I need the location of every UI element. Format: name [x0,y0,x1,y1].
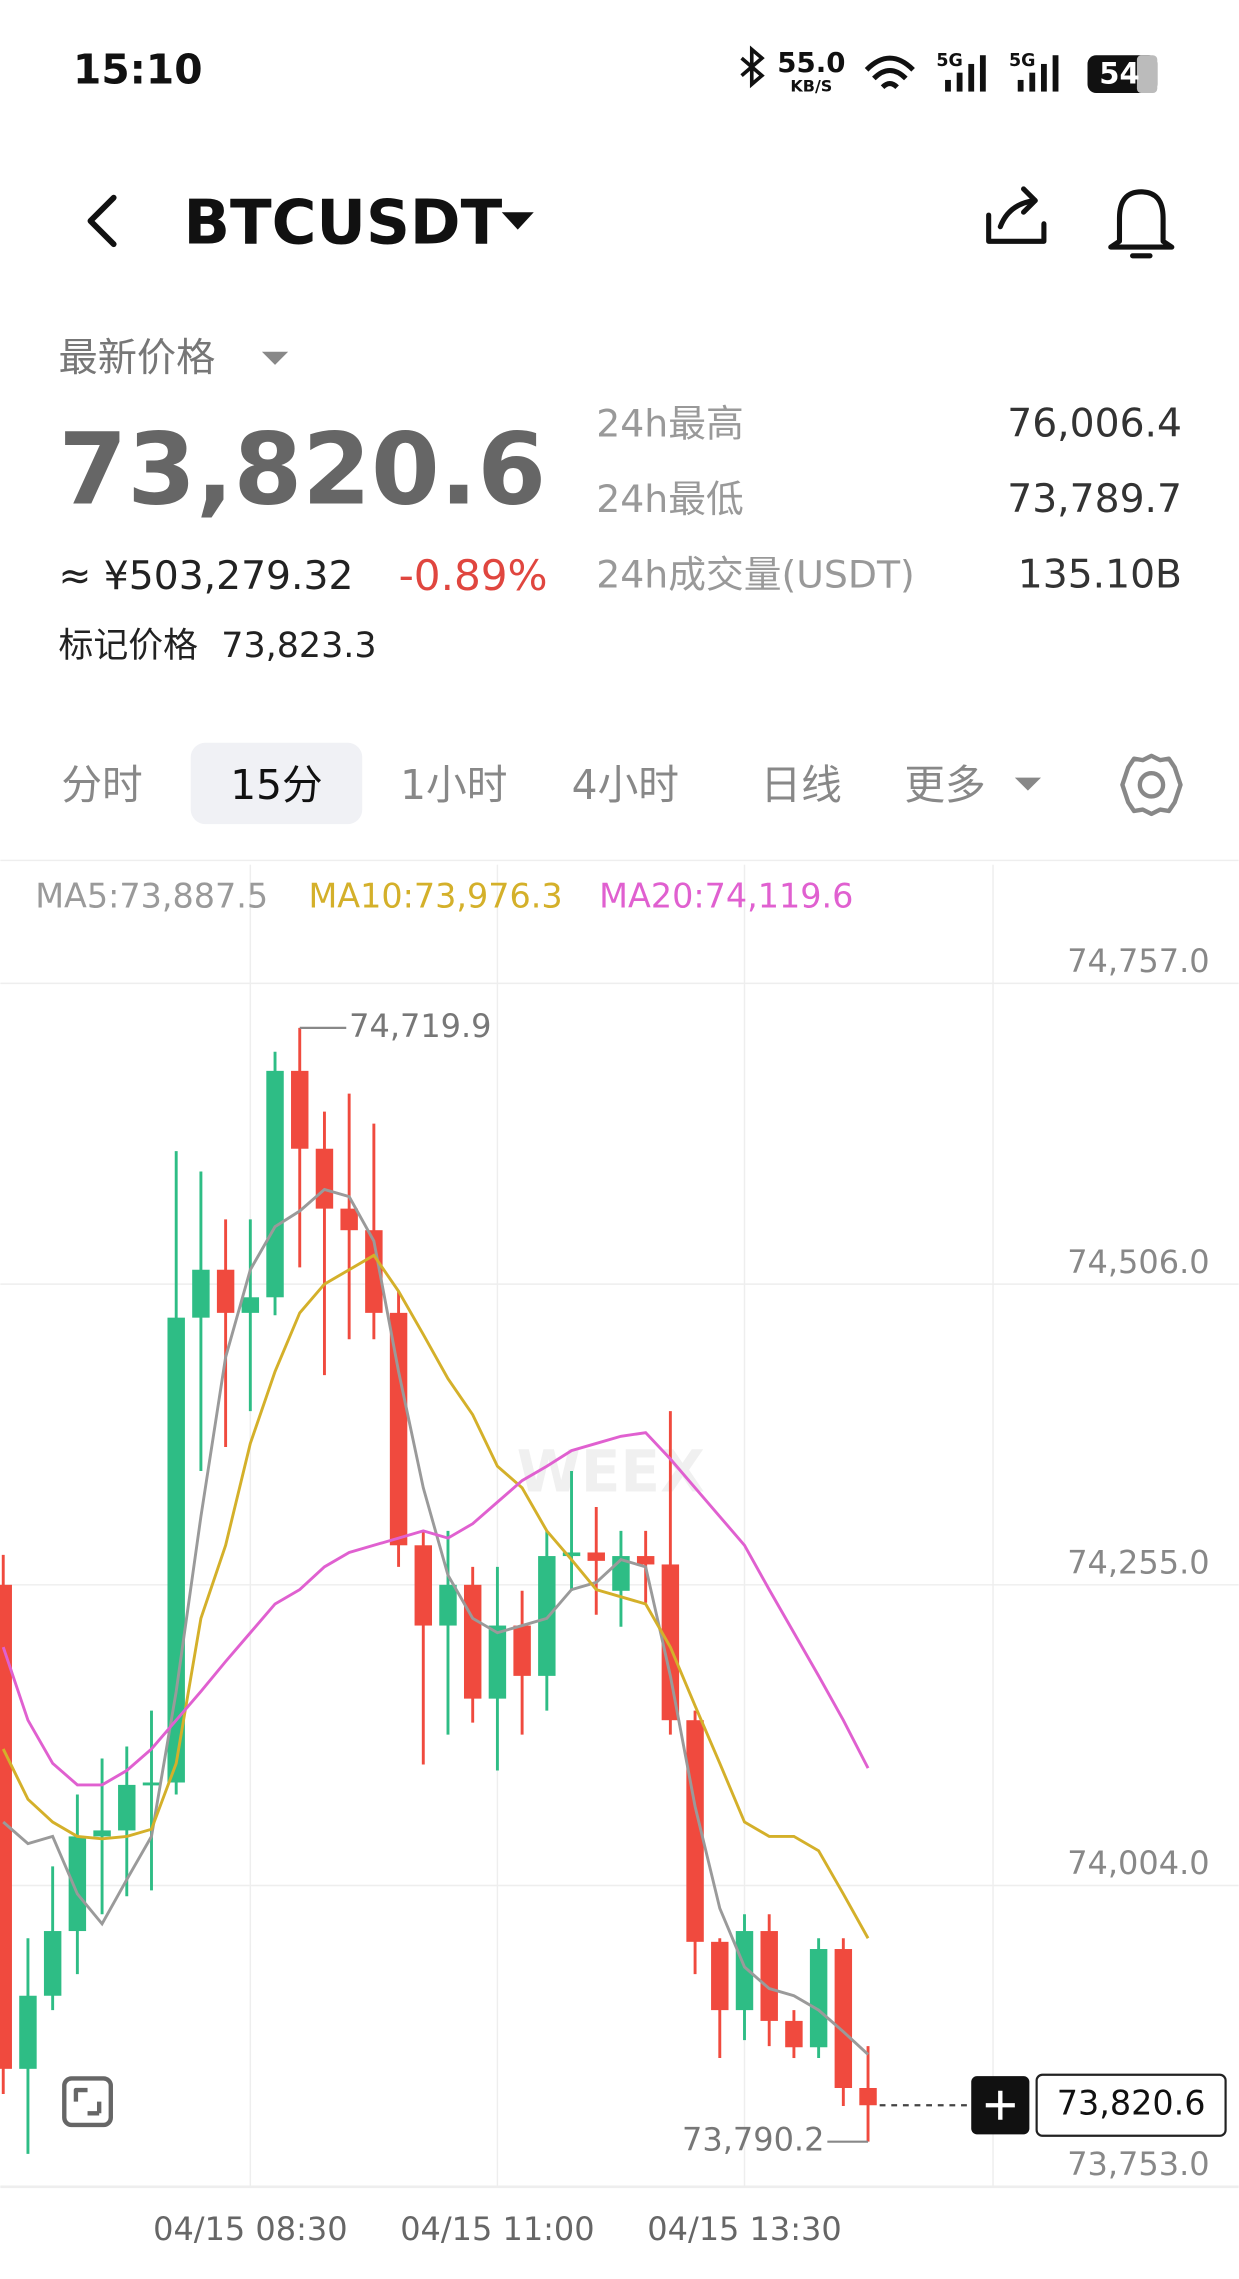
stat-value: 73,789.7 [1007,477,1182,522]
y-tick-label: 74,004.0 [1067,1844,1209,1882]
battery-empty [1136,55,1158,94]
candle-body [859,2087,877,2106]
symbol-title[interactable]: BTCUSDT [183,187,502,258]
interval-tab[interactable]: 分时 [61,761,142,809]
candle-body [365,1230,383,1313]
candle-body [68,1836,87,1932]
candle-body [488,1625,507,1699]
candle-body [760,1931,778,2021]
stat-label: 24h最低 [596,477,744,521]
net-unit: KB/S [790,77,832,96]
signal-icon [1017,55,1059,92]
last-price: 73,820.6 [58,413,546,528]
battery-level: 54 [1099,57,1139,91]
candle-body [340,1208,358,1231]
candle-body [538,1556,556,1676]
fullscreen-button[interactable] [62,2076,113,2128]
cny-price: ≈ ¥503,279.32 [58,554,353,599]
signal-icon [945,55,986,92]
candle-body [389,1312,408,1546]
add-order-icon[interactable] [985,2090,1015,2120]
candle-body [216,1269,235,1313]
candle-body [291,1070,309,1149]
more-dropdown[interactable] [1014,777,1041,791]
y-tick-label: 74,255.0 [1067,1543,1209,1581]
candle-body [439,1584,457,1626]
watermark: WEEX [517,1437,705,1505]
last-price-tag: 73,820.6 [1057,2084,1206,2123]
y-tick-label: 74,506.0 [1067,1243,1209,1281]
last-price-box [1035,2073,1227,2137]
price-dropdown[interactable] [261,351,289,365]
share-button[interactable] [986,186,1047,244]
ma-line [1,1431,870,1787]
candle-body [834,1949,853,2088]
legend-entry: MA10:73,976.3 [308,877,562,916]
high-label: 74,719.9 [349,1007,491,1045]
candle-body [414,1545,433,1626]
stat-label: 24h成交量(USDT) [596,553,915,597]
price-change: -0.89% [399,551,548,600]
stat-label: 24h最高 [596,401,744,445]
back-button[interactable] [87,194,117,248]
candle-body [513,1625,531,1676]
net-speed: 55.0 [777,46,845,79]
wifi-icon [864,55,915,90]
legend-entry: MA5:73,887.5 [35,877,268,916]
candle-body [315,1148,334,1209]
x-tick-label: 04/15 13:30 [647,2210,841,2248]
interval-tab[interactable]: 15分 [230,761,322,809]
tab-highlight [190,742,363,825]
ma-line [1,1253,870,1939]
candle-body [562,1552,581,1557]
alert-button[interactable] [1108,189,1175,259]
stat-value: 135.10B [1018,553,1182,598]
ma-line [2,1187,870,2056]
candle-body [711,1941,729,2011]
candle-body [266,1070,284,1298]
candle-body [809,1949,828,2048]
mark-price: 73,823.3 [221,626,376,666]
bluetooth-icon [740,45,765,89]
interval-tab[interactable]: 日线 [760,761,841,809]
candle-body [785,2020,803,2048]
price-label[interactable]: 最新价格 [58,336,215,381]
candle-body [636,1556,655,1565]
candle-body [463,1584,482,1699]
candle-body [661,1564,680,1721]
y-tick-label: 74,757.0 [1067,942,1209,980]
candle-body [0,1584,12,2069]
candle-body [192,1269,210,1318]
candle-body [142,1782,161,1786]
chart: WEEX 74,757.0 74,506.0 74,255.0 74,004.0 73,7… [0,864,1239,2248]
candle-body [241,1297,260,1313]
signal-label: 5G [936,51,962,71]
signal-label: 5G [1009,51,1035,71]
candle-body [19,1995,37,2069]
candle-body [93,1830,111,1837]
interval-tabs: 分时 15分 1小时 4小时 日线 更多 [61,742,986,825]
candle-body [587,1552,605,1561]
interval-tab[interactable]: 4小时 [572,761,679,809]
interval-tab[interactable]: 1小时 [400,761,507,809]
candle-body [735,1931,754,2011]
stat-value: 76,006.4 [1007,401,1182,446]
symbol-dropdown[interactable] [501,212,534,230]
stats: 24h最高 76,006.4 24h最低 73,789.7 24h成交量(USDT) 13… [596,401,1182,597]
x-tick-label: 04/15 08:30 [153,2210,347,2248]
legend-entry: MA20:74,119.6 [599,877,853,916]
candle-body [43,1931,62,1996]
candle-body [118,1784,136,1831]
low-label: 73,790.2 [682,2121,824,2159]
interval-tab[interactable]: 更多 [904,761,985,809]
clock: 15:10 [73,46,203,94]
settings-button[interactable] [1120,753,1183,817]
mark-price-label: 标记价格 [58,626,198,666]
y-tick-label: 73,753.0 [1067,2145,1209,2183]
x-tick-label: 04/15 11:00 [400,2210,594,2248]
